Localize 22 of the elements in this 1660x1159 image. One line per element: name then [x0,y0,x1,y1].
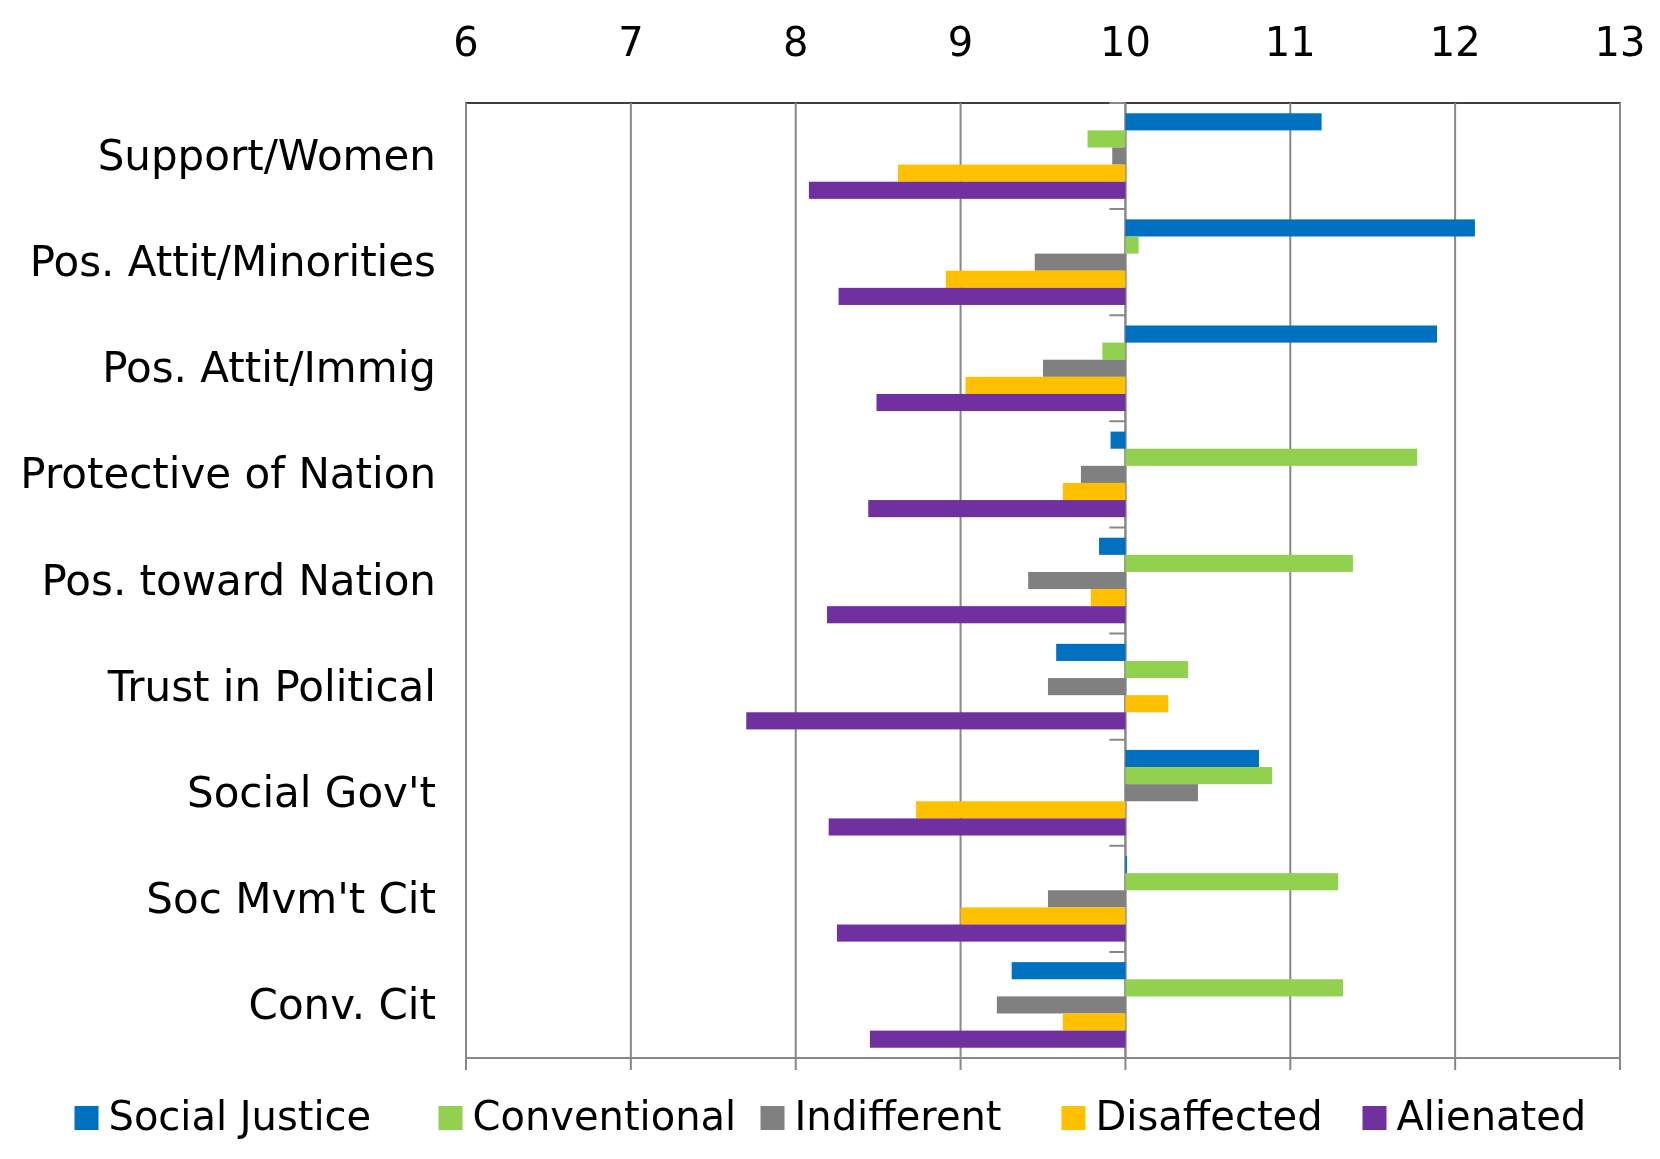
y-tick-label: Soc Mvm't Cit [146,873,436,923]
y-tick-label: Social Gov't [187,767,436,817]
legend-label: Alienated [1396,1093,1587,1139]
y-tick-label: Pos. toward Nation [41,555,436,605]
legend-label: Conventional [472,1093,737,1139]
legend-label: Social Justice [108,1093,372,1139]
y-tick-label: Protective of Nation [20,449,436,499]
y-tick-label: Conv. Cit [248,979,436,1029]
y-tick-label: Pos. Attit/Minorities [29,237,436,287]
x-tick-label: 10 [1099,19,1151,65]
x-tick-label: 12 [1429,19,1481,65]
x-tick-label: 7 [618,19,644,65]
y-tick-label: Support/Women [97,131,436,181]
x-tick-label: 8 [782,19,809,65]
y-tick-label: Pos. Attit/Immig [102,343,436,393]
legend-label: Disaffected [1095,1093,1323,1139]
x-tick-label: 6 [453,19,479,65]
legend-label: Indifferent [794,1093,1002,1139]
x-tick-label: 11 [1264,19,1316,65]
x-tick-label: 13 [1594,19,1646,65]
x-tick-label: 9 [947,19,974,65]
y-tick-label: Trust in Political [106,661,436,711]
